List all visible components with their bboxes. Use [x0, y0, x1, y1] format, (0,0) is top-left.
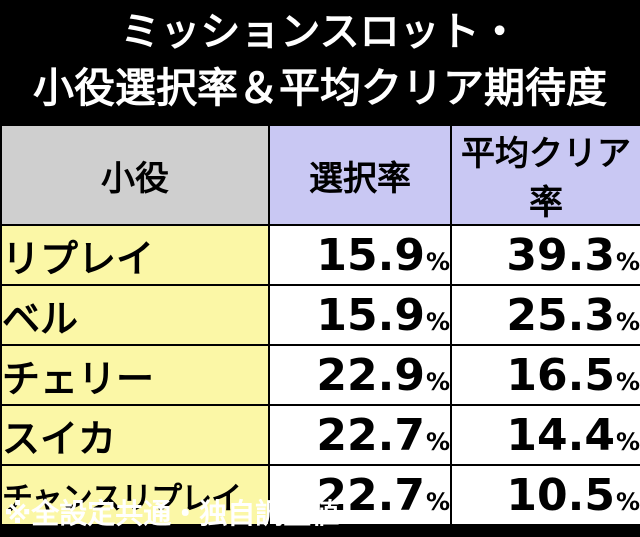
table-row: リプレイ 15.9% 39.3% — [0, 224, 640, 286]
selection-rate-value: 15.9 — [316, 229, 425, 281]
selection-rate-cell: 22.7% — [268, 404, 452, 466]
role-name: チャンスリプレイ — [0, 464, 270, 526]
percent-unit: % — [425, 487, 450, 516]
percent-unit: % — [615, 487, 640, 516]
selection-rate-value: 15.9 — [316, 289, 425, 341]
title-line-2: 小役選択率＆平均クリア期待度 — [33, 64, 607, 112]
selection-rate-cell: 22.7% — [268, 464, 452, 526]
data-table: 小役 選択率 平均クリア率 リプレイ 15.9% 39.3% ベル 15.9% … — [0, 124, 640, 526]
clear-rate-cell: 16.5% — [450, 344, 640, 406]
clear-rate-cell: 14.4% — [450, 404, 640, 466]
role-name: スイカ — [0, 404, 270, 466]
page-title: ミッションスロット・ 小役選択率＆平均クリア期待度 — [0, 0, 640, 124]
clear-rate-value: 14.4 — [506, 409, 615, 461]
role-name: チェリー — [0, 344, 270, 406]
footnote: ※全設定共通・独自調査値 — [4, 497, 340, 530]
selection-rate-value: 22.7 — [316, 409, 425, 461]
table-row: スイカ 22.7% 14.4% — [0, 404, 640, 466]
clear-rate-cell: 25.3% — [450, 284, 640, 346]
percent-unit: % — [615, 247, 640, 276]
clear-rate-value: 16.5 — [506, 349, 615, 401]
table-row: チャンスリプレイ 22.7% 10.5% — [0, 464, 640, 526]
clear-rate-value: 39.3 — [506, 229, 615, 281]
selection-rate-cell: 22.9% — [268, 344, 452, 406]
selection-rate-cell: 15.9% — [268, 224, 452, 286]
header-average-clear-rate: 平均クリア率 — [450, 124, 640, 226]
header-role: 小役 — [0, 124, 270, 226]
table-header-row: 小役 選択率 平均クリア率 — [0, 124, 640, 226]
percent-unit: % — [425, 247, 450, 276]
percent-unit: % — [425, 427, 450, 456]
selection-rate-cell: 15.9% — [268, 284, 452, 346]
table-row: チェリー 22.9% 16.5% — [0, 344, 640, 406]
role-name: リプレイ — [0, 224, 270, 286]
percent-unit: % — [425, 367, 450, 396]
percent-unit: % — [615, 427, 640, 456]
title-line-1: ミッションスロット・ — [120, 9, 520, 55]
percent-unit: % — [425, 307, 450, 336]
clear-rate-value: 25.3 — [506, 289, 615, 341]
clear-rate-cell: 10.5% — [450, 464, 640, 526]
table-row: ベル 15.9% 25.3% — [0, 284, 640, 346]
clear-rate-cell: 39.3% — [450, 224, 640, 286]
percent-unit: % — [615, 367, 640, 396]
clear-rate-value: 10.5 — [506, 469, 615, 521]
role-name: ベル — [0, 284, 270, 346]
selection-rate-value: 22.7 — [316, 469, 425, 521]
header-selection-rate: 選択率 — [268, 124, 452, 226]
selection-rate-value: 22.9 — [316, 349, 425, 401]
percent-unit: % — [615, 307, 640, 336]
